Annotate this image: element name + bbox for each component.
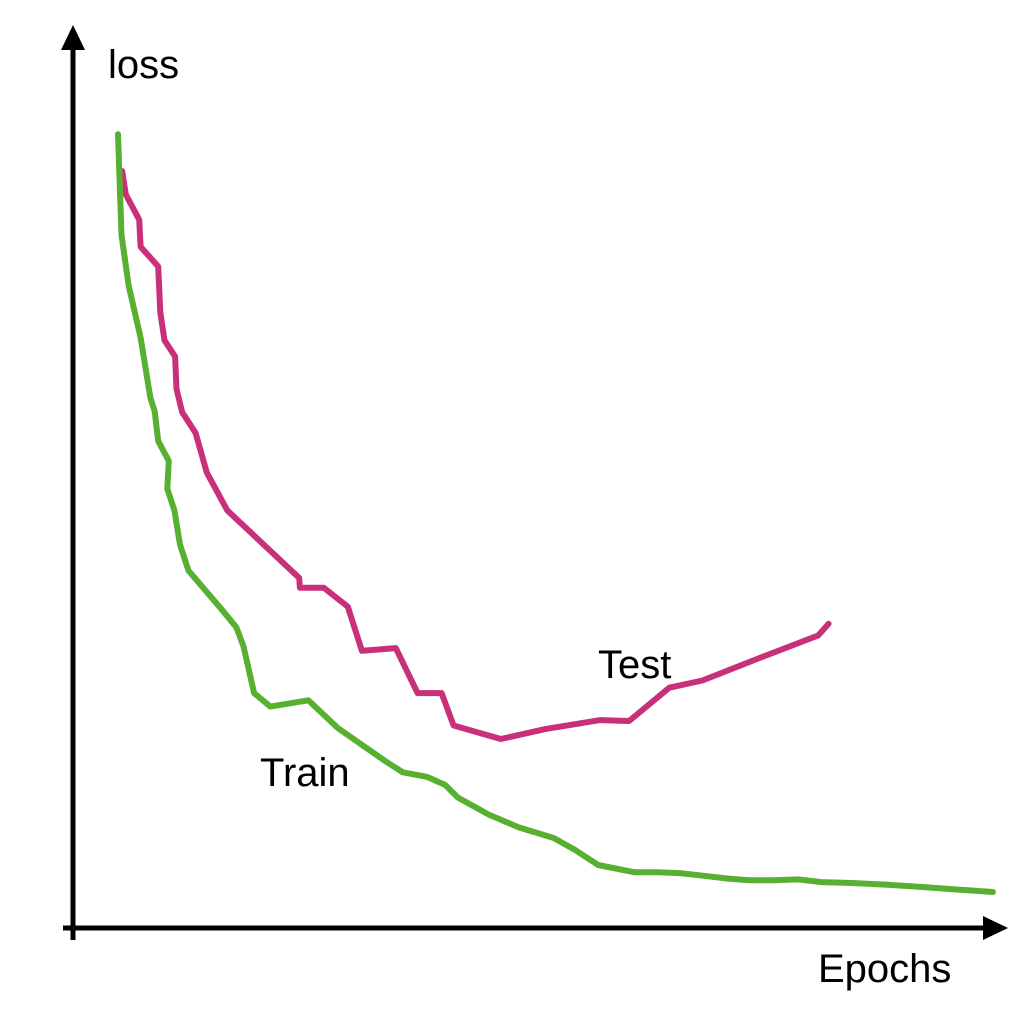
- y-axis-arrow-icon: [61, 25, 85, 50]
- test-line: [119, 168, 832, 742]
- x-axis-arrow-icon: [983, 916, 1008, 940]
- train-line: [115, 131, 996, 895]
- test-series-label: Test: [598, 643, 671, 687]
- series-layer: [115, 131, 996, 895]
- x-axis-label: Epochs: [818, 947, 951, 991]
- axes: [61, 25, 1008, 940]
- y-axis-label: loss: [108, 43, 179, 87]
- train-series-label: Train: [260, 751, 350, 795]
